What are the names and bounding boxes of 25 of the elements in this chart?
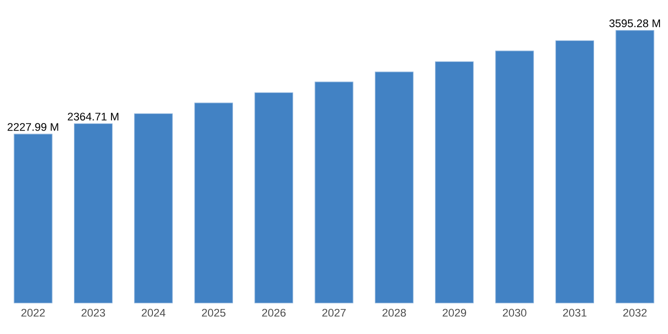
bar xyxy=(194,102,233,304)
x-tick-label: 2024 xyxy=(142,308,166,317)
x-tick-label: 2029 xyxy=(442,308,466,317)
x-tick-label: 2026 xyxy=(262,308,286,317)
data-label: 2364.71 M xyxy=(68,112,118,121)
bar xyxy=(435,61,474,304)
bar xyxy=(495,50,534,304)
x-tick-label: 2025 xyxy=(202,308,226,317)
bar xyxy=(254,92,294,304)
data-label: 2227.99 M xyxy=(8,123,58,131)
x-tick-label: 2022 xyxy=(21,308,45,317)
x-tick-label: 2032 xyxy=(623,308,647,317)
x-tick-label: 2031 xyxy=(563,308,586,317)
bar xyxy=(374,72,414,304)
bar xyxy=(555,40,594,304)
x-tick-label: 2030 xyxy=(502,308,526,317)
bar xyxy=(616,30,654,304)
x-tick-label: 2023 xyxy=(82,308,106,317)
bar xyxy=(74,123,113,304)
bar xyxy=(314,82,354,304)
bar xyxy=(14,134,52,304)
x-tick-label: 2027 xyxy=(322,308,346,317)
bar xyxy=(134,113,173,304)
data-label: 3595.28 M xyxy=(609,19,660,28)
x-tick-label: 2028 xyxy=(382,308,406,317)
